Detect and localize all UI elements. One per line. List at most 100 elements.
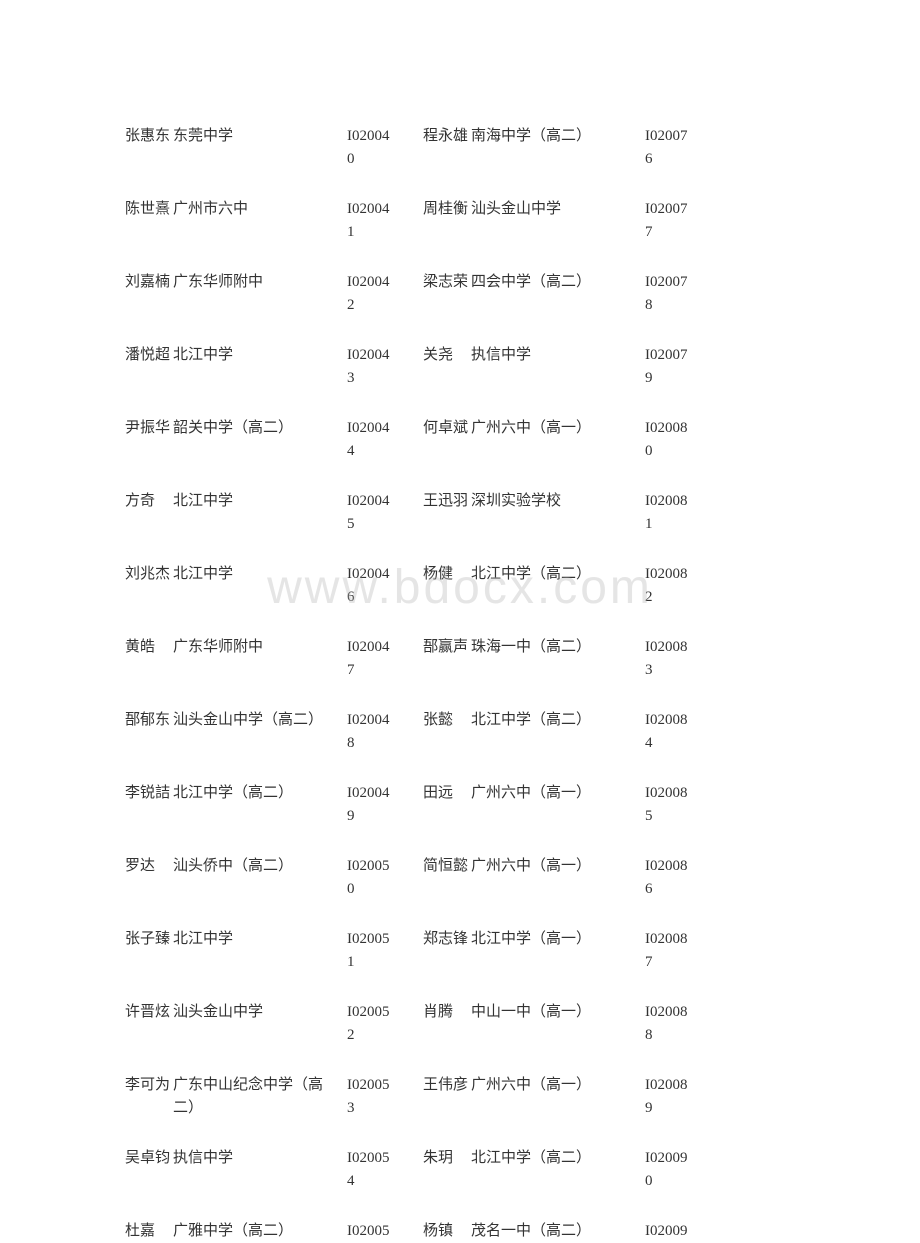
id-cell: I020051 [347, 928, 405, 973]
school-cell: 北江中学（高一） [471, 928, 645, 973]
id-cell: I020076 [645, 125, 703, 170]
name-cell: 张惠东 [125, 125, 173, 170]
id-cell: I020085 [645, 782, 703, 827]
school-cell: 北江中学（高二） [471, 563, 645, 608]
name-cell: 许晋炫 [125, 1001, 173, 1046]
id-cell: I020081 [645, 490, 703, 535]
id-cell: I020079 [645, 344, 703, 389]
id-cell: I020045 [347, 490, 405, 535]
name-cell: 王迅羽 [423, 490, 471, 535]
id-cell: I02005 [347, 1220, 405, 1243]
table-row: 刘兆杰 北江中学 I020046 杨健 北江中学（高二） I020082 [125, 563, 795, 608]
table-row: 吴卓钧 执信中学 I020054 朱玥 北江中学（高二） I020090 [125, 1147, 795, 1192]
id-cell: I020047 [347, 636, 405, 681]
name-cell: 关尧 [423, 344, 471, 389]
name-cell: 李锐詰 [125, 782, 173, 827]
id-cell: I020078 [645, 271, 703, 316]
id-cell: I020044 [347, 417, 405, 462]
name-cell: 梁志荣 [423, 271, 471, 316]
school-cell: 广州六中（高一） [471, 855, 645, 900]
school-cell: 东莞中学 [173, 125, 347, 170]
table-row: 张子臻 北江中学 I020051 郑志锋 北江中学（高一） I020087 [125, 928, 795, 973]
school-cell: 南海中学（高二） [471, 125, 645, 170]
name-cell: 张子臻 [125, 928, 173, 973]
table-row: 罗达 汕头侨中（高二） I020050 简恒懿 广州六中（高一） I020086 [125, 855, 795, 900]
name-cell: 方奇 [125, 490, 173, 535]
name-cell: 肖腾 [423, 1001, 471, 1046]
school-cell: 北江中学 [173, 928, 347, 973]
school-cell: 汕头金山中学 [471, 198, 645, 243]
id-cell: I020052 [347, 1001, 405, 1046]
id-cell: I020090 [645, 1147, 703, 1192]
table-row: 黄皓 广东华师附中 I020047 郚赢声 珠海一中（高二） I020083 [125, 636, 795, 681]
name-cell: 杨健 [423, 563, 471, 608]
school-cell: 广东中山纪念中学（高二） [173, 1074, 347, 1119]
school-cell: 执信中学 [471, 344, 645, 389]
school-cell: 茂名一中（高二） [471, 1220, 645, 1243]
id-cell: I020041 [347, 198, 405, 243]
id-cell: I020088 [645, 1001, 703, 1046]
school-cell: 广州六中（高一） [471, 782, 645, 827]
table-row: 陈世熹 广州市六中 I020041 周桂衡 汕头金山中学 I020077 [125, 198, 795, 243]
name-cell: 尹振华 [125, 417, 173, 462]
name-cell: 何卓斌 [423, 417, 471, 462]
name-cell: 黄皓 [125, 636, 173, 681]
school-cell: 广州六中（高一） [471, 1074, 645, 1119]
school-cell: 北江中学（高二） [471, 1147, 645, 1192]
id-cell: I020080 [645, 417, 703, 462]
id-cell: I020049 [347, 782, 405, 827]
school-cell: 广州六中（高一） [471, 417, 645, 462]
name-cell: 刘嘉楠 [125, 271, 173, 316]
name-cell: 李可为 [125, 1074, 173, 1119]
name-cell: 杜嘉 [125, 1220, 173, 1243]
id-cell: I020089 [645, 1074, 703, 1119]
id-cell: I02009 [645, 1220, 703, 1243]
name-cell: 周桂衡 [423, 198, 471, 243]
name-cell: 潘悦超 [125, 344, 173, 389]
name-cell: 王伟彦 [423, 1074, 471, 1119]
school-cell: 北江中学 [173, 490, 347, 535]
school-cell: 汕头金山中学 [173, 1001, 347, 1046]
name-cell: 朱玥 [423, 1147, 471, 1192]
id-cell: I020053 [347, 1074, 405, 1119]
table-row: 刘嘉楠 广东华师附中 I020042 梁志荣 四会中学（高二） I020078 [125, 271, 795, 316]
name-cell: 杨镇 [423, 1220, 471, 1243]
name-cell: 刘兆杰 [125, 563, 173, 608]
id-cell: I020054 [347, 1147, 405, 1192]
school-cell: 中山一中（高一） [471, 1001, 645, 1046]
id-cell: I020086 [645, 855, 703, 900]
school-cell: 北江中学 [173, 344, 347, 389]
table-row: 张惠东 东莞中学 I020040 程永雄 南海中学（高二） I020076 [125, 125, 795, 170]
school-cell: 广东华师附中 [173, 636, 347, 681]
school-cell: 韶关中学（高二） [173, 417, 347, 462]
school-cell: 汕头侨中（高二） [173, 855, 347, 900]
name-cell: 郑志锋 [423, 928, 471, 973]
id-cell: I020083 [645, 636, 703, 681]
school-cell: 北江中学（高二） [471, 709, 645, 754]
name-cell: 田远 [423, 782, 471, 827]
name-cell: 郚郁东 [125, 709, 173, 754]
table-row: 方奇 北江中学 I020045 王迅羽 深圳实验学校 I020081 [125, 490, 795, 535]
name-cell: 罗达 [125, 855, 173, 900]
table-row: 许晋炫 汕头金山中学 I020052 肖腾 中山一中（高一） I020088 [125, 1001, 795, 1046]
table-row: 杜嘉 广雅中学（高二） I02005 杨镇 茂名一中（高二） I02009 [125, 1220, 795, 1243]
id-cell: I020048 [347, 709, 405, 754]
school-cell: 四会中学（高二） [471, 271, 645, 316]
school-cell: 汕头金山中学（高二） [173, 709, 347, 754]
name-cell: 程永雄 [423, 125, 471, 170]
table-row: 李锐詰 北江中学（高二） I020049 田远 广州六中（高一） I020085 [125, 782, 795, 827]
school-cell: 广雅中学（高二） [173, 1220, 347, 1243]
table-container: 张惠东 东莞中学 I020040 程永雄 南海中学（高二） I020076 陈世… [0, 0, 920, 1243]
school-cell: 北江中学（高二） [173, 782, 347, 827]
school-cell: 深圳实验学校 [471, 490, 645, 535]
id-cell: I020050 [347, 855, 405, 900]
id-cell: I020082 [645, 563, 703, 608]
table-row: 尹振华 韶关中学（高二） I020044 何卓斌 广州六中（高一） I02008… [125, 417, 795, 462]
id-cell: I020043 [347, 344, 405, 389]
name-cell: 简恒懿 [423, 855, 471, 900]
name-cell: 郚赢声 [423, 636, 471, 681]
table-row: 李可为 广东中山纪念中学（高二） I020053 王伟彦 广州六中（高一） I0… [125, 1074, 795, 1119]
id-cell: I020077 [645, 198, 703, 243]
school-cell: 珠海一中（高二） [471, 636, 645, 681]
table-row: 郚郁东 汕头金山中学（高二） I020048 张懿 北江中学（高二） I0200… [125, 709, 795, 754]
